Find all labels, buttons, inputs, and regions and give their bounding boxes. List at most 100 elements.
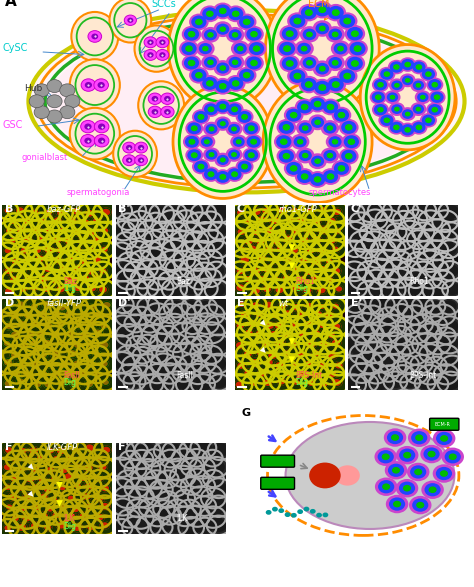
Circle shape <box>239 255 251 264</box>
Circle shape <box>331 266 342 275</box>
Circle shape <box>428 79 441 90</box>
Circle shape <box>332 60 338 66</box>
Text: Rho1: Rho1 <box>409 276 428 286</box>
Circle shape <box>85 246 95 254</box>
Circle shape <box>379 213 398 228</box>
Circle shape <box>276 205 288 215</box>
Circle shape <box>140 519 157 533</box>
Circle shape <box>206 124 218 134</box>
Circle shape <box>137 328 153 342</box>
Circle shape <box>0 373 20 393</box>
Circle shape <box>130 450 153 469</box>
Circle shape <box>200 305 224 325</box>
Circle shape <box>36 235 46 243</box>
Circle shape <box>188 31 195 38</box>
Circle shape <box>311 156 324 167</box>
Circle shape <box>270 275 280 282</box>
Circle shape <box>351 323 374 343</box>
Circle shape <box>424 240 448 260</box>
Circle shape <box>242 121 260 136</box>
Circle shape <box>34 346 54 363</box>
Circle shape <box>15 206 26 215</box>
Circle shape <box>125 315 146 332</box>
Circle shape <box>345 153 353 160</box>
Circle shape <box>86 269 108 287</box>
Circle shape <box>283 153 290 160</box>
Circle shape <box>398 278 423 298</box>
Circle shape <box>407 230 430 249</box>
Circle shape <box>377 107 384 113</box>
Circle shape <box>210 481 227 495</box>
Circle shape <box>230 204 251 221</box>
Circle shape <box>77 344 98 361</box>
Circle shape <box>284 107 303 123</box>
Circle shape <box>86 305 110 325</box>
Circle shape <box>114 284 131 298</box>
Circle shape <box>94 120 109 133</box>
Circle shape <box>208 241 229 258</box>
Circle shape <box>194 377 211 391</box>
Circle shape <box>203 367 219 380</box>
Circle shape <box>375 95 382 100</box>
Circle shape <box>184 282 199 295</box>
Circle shape <box>93 512 105 522</box>
Circle shape <box>428 222 447 238</box>
Circle shape <box>147 346 168 363</box>
Circle shape <box>43 343 69 365</box>
Circle shape <box>78 353 102 373</box>
Circle shape <box>10 258 21 266</box>
Circle shape <box>0 352 21 373</box>
Circle shape <box>122 367 138 380</box>
Circle shape <box>130 502 146 514</box>
Circle shape <box>17 465 27 473</box>
Circle shape <box>57 303 82 323</box>
Circle shape <box>327 370 337 379</box>
Circle shape <box>344 204 365 221</box>
Circle shape <box>99 322 109 330</box>
Circle shape <box>58 465 70 474</box>
Circle shape <box>193 222 218 243</box>
Circle shape <box>65 222 89 242</box>
Circle shape <box>328 280 349 298</box>
Circle shape <box>380 355 406 376</box>
Circle shape <box>226 167 244 182</box>
Circle shape <box>250 60 258 66</box>
Circle shape <box>357 281 382 301</box>
Circle shape <box>12 456 21 463</box>
Circle shape <box>184 480 199 492</box>
Circle shape <box>444 359 461 372</box>
Circle shape <box>43 380 54 389</box>
Circle shape <box>162 274 177 287</box>
Circle shape <box>52 216 64 225</box>
Circle shape <box>401 358 416 370</box>
Circle shape <box>128 507 154 529</box>
Circle shape <box>406 347 424 362</box>
Circle shape <box>47 95 62 108</box>
Circle shape <box>365 328 380 340</box>
Circle shape <box>37 460 62 481</box>
Circle shape <box>46 230 69 250</box>
Circle shape <box>149 203 174 224</box>
Circle shape <box>204 103 218 115</box>
Circle shape <box>391 434 399 441</box>
Circle shape <box>244 261 268 282</box>
Circle shape <box>87 319 98 328</box>
Circle shape <box>46 251 70 270</box>
Ellipse shape <box>28 10 465 193</box>
Circle shape <box>181 337 201 354</box>
Circle shape <box>57 303 67 312</box>
Circle shape <box>412 296 433 314</box>
Circle shape <box>235 283 246 292</box>
Circle shape <box>123 453 137 465</box>
Circle shape <box>212 377 227 388</box>
Text: D': D' <box>118 298 131 308</box>
Circle shape <box>66 441 86 458</box>
Circle shape <box>197 521 213 534</box>
Circle shape <box>81 492 92 501</box>
Circle shape <box>216 62 229 73</box>
Circle shape <box>207 32 214 38</box>
Circle shape <box>123 142 136 153</box>
Circle shape <box>179 222 202 242</box>
Circle shape <box>384 283 402 297</box>
Circle shape <box>381 332 407 354</box>
